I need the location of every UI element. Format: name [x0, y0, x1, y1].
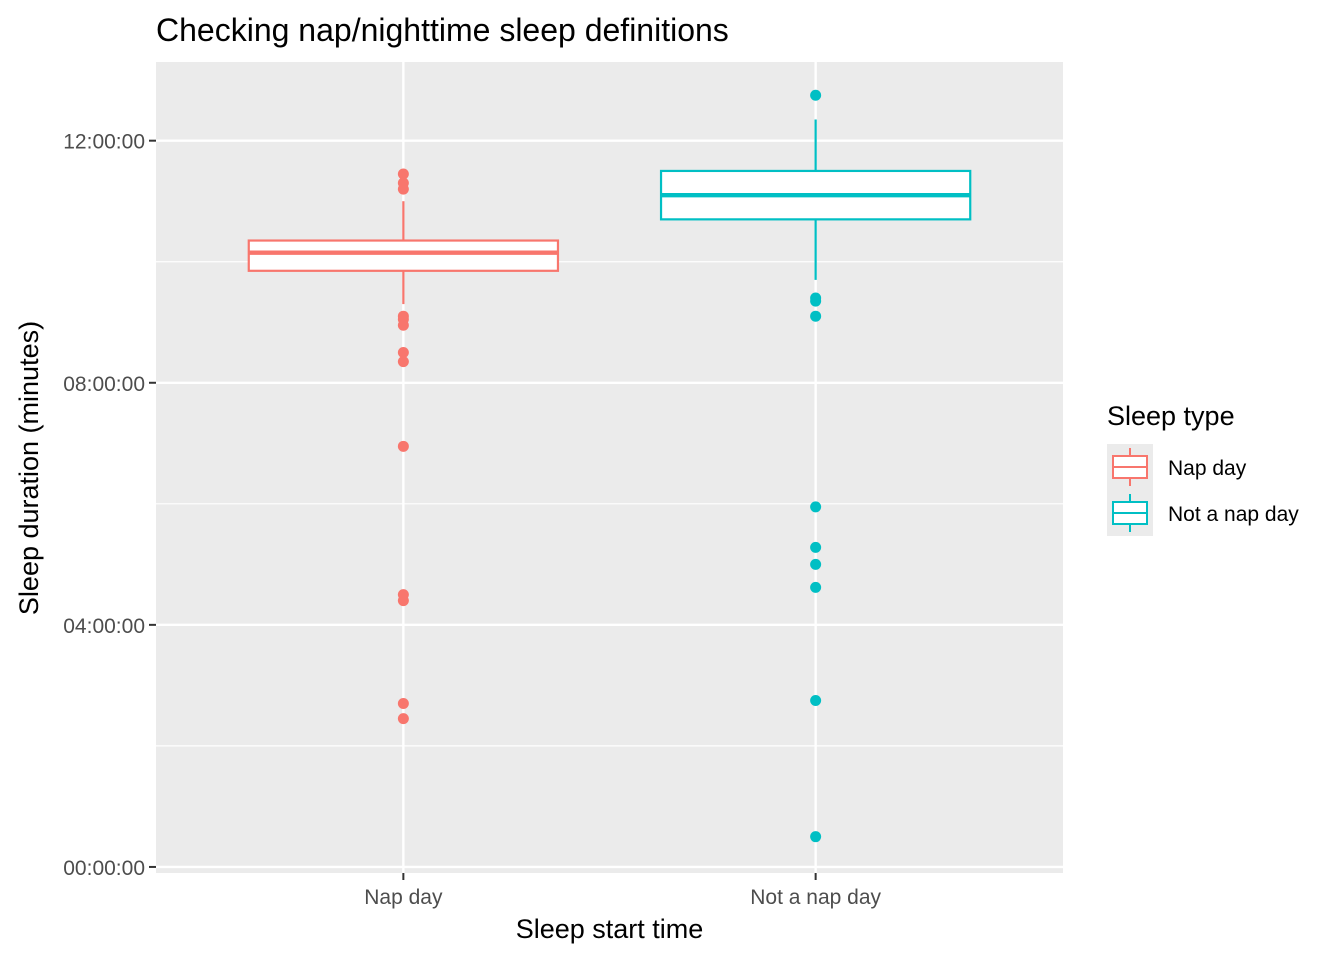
outlier-point [397, 595, 409, 607]
y-tick-label: 00:00:00 [63, 857, 145, 880]
legend-entry-label: Not a nap day [1168, 503, 1299, 526]
outlier-point [397, 698, 409, 710]
outlier-point [397, 347, 409, 359]
outlier-point [397, 356, 409, 368]
outlier-point [397, 319, 409, 331]
outlier-point [810, 831, 822, 843]
boxplot-marks [247, 89, 972, 843]
outlier-point [810, 89, 822, 101]
outlier-point [397, 168, 409, 180]
outlier-point [810, 310, 822, 322]
outlier-point [397, 183, 409, 195]
outlier-point [397, 713, 409, 725]
outlier-point [810, 695, 822, 707]
x-tick-label: Nap day [364, 886, 443, 909]
y-tick-label: 04:00:00 [63, 615, 145, 638]
boxplot-nap-day [247, 168, 560, 725]
legend: Sleep type Nap day Not a nap day [1107, 401, 1299, 536]
chart-title: Checking nap/nighttime sleep definitions [156, 12, 729, 48]
box [247, 239, 560, 272]
outlier-point [810, 581, 822, 593]
y-tick-label: 08:00:00 [63, 373, 145, 396]
legend-title: Sleep type [1107, 401, 1235, 431]
boxplot-not-a-nap-day [659, 89, 972, 843]
axes: 00:00:00 04:00:00 08:00:00 12:00:00 Nap day N… [63, 131, 881, 909]
x-tick-label: Not a nap day [750, 886, 881, 909]
outlier-point [397, 440, 409, 452]
outlier-point [810, 501, 822, 513]
x-axis-title: Sleep start time [516, 914, 704, 944]
y-tick-label: 12:00:00 [63, 131, 145, 154]
outlier-point [810, 295, 822, 307]
legend-entry-label: Nap day [1168, 457, 1247, 480]
y-axis-title: Sleep duration (minutes) [14, 321, 44, 615]
outlier-point [810, 558, 822, 570]
outlier-point [810, 541, 822, 553]
